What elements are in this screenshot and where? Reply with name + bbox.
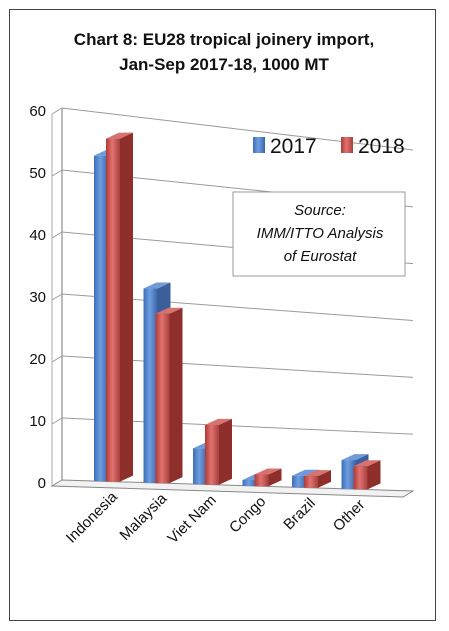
bar-2018-3 <box>254 468 282 487</box>
legend-label-2018: 2018 <box>358 135 405 158</box>
y-tick-label: 10 <box>29 413 46 430</box>
category-label: Malaysia <box>116 490 170 544</box>
bar-2018-3-side <box>268 468 282 487</box>
bar-2017-5-top <box>341 454 369 461</box>
bar-2018-4-front <box>304 476 318 488</box>
gridline <box>61 107 414 151</box>
gridline-depth <box>51 479 63 487</box>
bar-2018-4-side <box>318 470 331 488</box>
bar-2018-1-side <box>169 307 183 484</box>
y-tick-label: 30 <box>29 289 46 306</box>
bar-2018-5 <box>353 460 381 490</box>
bar-2017-5-front <box>341 460 356 489</box>
category-label: Congo <box>226 493 269 536</box>
gridline-depth <box>51 231 63 239</box>
category-label: Viet Nam <box>164 492 219 547</box>
source-box <box>232 191 406 277</box>
bar-2018-0 <box>106 132 133 482</box>
chart-title-line-2: Jan-Sep 2017-18, 1000 MT <box>119 55 329 74</box>
bar-2018-2-side <box>219 418 232 485</box>
bar-2017-3-front <box>242 479 257 486</box>
legend-swatch-2018 <box>341 137 353 153</box>
bar-2018-4 <box>304 470 331 488</box>
bar-2018-2-top <box>205 418 232 425</box>
bar-2018-5-top <box>353 460 381 467</box>
category-label: Indonesia <box>63 488 121 546</box>
legend-label-2017: 2017 <box>270 135 317 158</box>
y-axis-ticks: 0 10 20 30 40 50 60 <box>29 103 46 492</box>
chart-frame <box>9 9 436 621</box>
chart-title-line-1: Chart 8: EU28 tropical joinery import, <box>74 30 374 49</box>
bar-2018-3-top <box>254 468 282 475</box>
bar-2018-0-front <box>106 138 120 482</box>
bar-2018-4-top <box>304 470 331 477</box>
y-tick-label: 40 <box>29 227 46 244</box>
y-tick-label: 20 <box>29 351 46 368</box>
bar-2018-0-top <box>106 132 133 139</box>
gridline-depth <box>51 107 63 115</box>
bar-2018-0-side <box>120 132 133 482</box>
y-tick-label: 50 <box>29 165 46 182</box>
bar-2018-5-side <box>367 460 381 490</box>
bars <box>94 132 381 490</box>
y-tick-label: 0 <box>38 475 46 492</box>
bar-2018-1-front <box>155 313 170 484</box>
bar-2017-4-top <box>292 469 319 476</box>
bar-2018-2 <box>205 418 232 485</box>
bar-2018-1 <box>155 307 183 484</box>
bar-2018-2-front <box>205 424 219 485</box>
bar-2018-5-front <box>353 466 368 490</box>
gridline-depth <box>51 169 63 177</box>
bar-2017-0-front <box>94 155 108 482</box>
source-line-2: IMM/ITTO Analysis <box>257 225 384 242</box>
source-annotation: Source: IMM/ITTO Analysis of Eurostat <box>232 191 406 277</box>
bar-2018-3-front <box>254 474 269 487</box>
bar-2017-1-top <box>143 282 171 289</box>
bar-2018-1-top <box>155 307 183 314</box>
legend: 2017 2018 <box>253 135 405 158</box>
bar-2017-1-front <box>143 288 158 483</box>
bar-2017-4-front <box>292 475 306 488</box>
legend-swatch-2017 <box>253 137 265 153</box>
source-line-1: Source: <box>294 202 346 219</box>
source-line-3: of Eurostat <box>284 248 357 265</box>
category-label: Other <box>330 496 369 535</box>
y-tick-label: 60 <box>29 103 46 120</box>
category-label: Brazil <box>280 495 319 534</box>
gridline-depth <box>51 293 63 301</box>
gridline-depth <box>51 355 63 363</box>
gridline-depth <box>51 417 63 425</box>
bar-2017-2-front <box>193 448 207 485</box>
